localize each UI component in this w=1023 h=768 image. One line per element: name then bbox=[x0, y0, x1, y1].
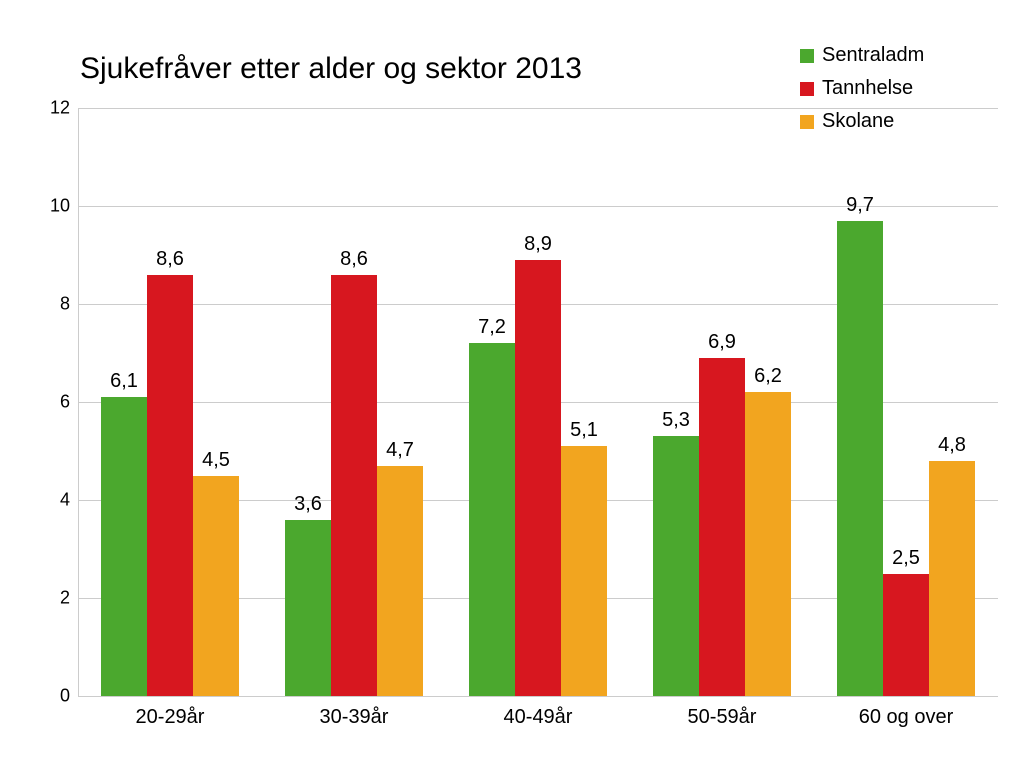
bar bbox=[837, 221, 883, 696]
legend-label: Tannhelse bbox=[822, 77, 913, 100]
bar bbox=[147, 275, 193, 696]
bar bbox=[653, 436, 699, 696]
legend-swatch bbox=[800, 49, 814, 63]
x-tick-label: 50-59år bbox=[688, 696, 757, 729]
x-tick-label: 60 og over bbox=[859, 696, 954, 729]
y-axis-line bbox=[78, 108, 79, 696]
bar bbox=[285, 520, 331, 696]
legend-swatch bbox=[800, 82, 814, 96]
x-tick-label: 30-39år bbox=[320, 696, 389, 729]
legend-item: Sentraladm bbox=[800, 44, 924, 67]
bar-value-label: 8,6 bbox=[145, 248, 195, 271]
chart-container: Sjukefråver etter alder og sektor 2013 S… bbox=[0, 0, 1023, 768]
y-tick-label: 0 bbox=[60, 686, 78, 707]
bar-value-label: 7,2 bbox=[467, 316, 517, 339]
y-tick-label: 10 bbox=[50, 196, 78, 217]
y-tick-label: 4 bbox=[60, 490, 78, 511]
bar bbox=[515, 260, 561, 696]
bar-value-label: 6,1 bbox=[99, 370, 149, 393]
bar-value-label: 9,7 bbox=[835, 194, 885, 217]
bar-value-label: 5,3 bbox=[651, 409, 701, 432]
bar bbox=[561, 446, 607, 696]
legend-label: Sentraladm bbox=[822, 44, 924, 67]
x-tick-label: 20-29år bbox=[136, 696, 205, 729]
bar-value-label: 8,9 bbox=[513, 233, 563, 256]
plot-area: 02468101220-29år6,18,64,530-39år3,68,64,… bbox=[78, 108, 998, 696]
bar bbox=[377, 466, 423, 696]
y-tick-label: 6 bbox=[60, 392, 78, 413]
bar-value-label: 5,1 bbox=[559, 419, 609, 442]
bar-value-label: 4,5 bbox=[191, 449, 241, 472]
x-tick-label: 40-49år bbox=[504, 696, 573, 729]
bar bbox=[331, 275, 377, 696]
bar bbox=[193, 476, 239, 697]
gridline bbox=[78, 108, 998, 109]
bar bbox=[699, 358, 745, 696]
bar-value-label: 4,8 bbox=[927, 434, 977, 457]
bar-value-label: 6,2 bbox=[743, 365, 793, 388]
bar bbox=[929, 461, 975, 696]
bar-value-label: 2,5 bbox=[881, 547, 931, 570]
y-tick-label: 8 bbox=[60, 294, 78, 315]
bar-value-label: 8,6 bbox=[329, 248, 379, 271]
bar bbox=[469, 343, 515, 696]
y-tick-label: 2 bbox=[60, 588, 78, 609]
bar bbox=[101, 397, 147, 696]
chart-title: Sjukefråver etter alder og sektor 2013 bbox=[80, 52, 582, 86]
bar bbox=[745, 392, 791, 696]
y-tick-label: 12 bbox=[50, 98, 78, 119]
bar-value-label: 6,9 bbox=[697, 331, 747, 354]
bar bbox=[883, 574, 929, 697]
bar-value-label: 4,7 bbox=[375, 439, 425, 462]
legend-item: Tannhelse bbox=[800, 77, 924, 100]
bar-value-label: 3,6 bbox=[283, 493, 333, 516]
